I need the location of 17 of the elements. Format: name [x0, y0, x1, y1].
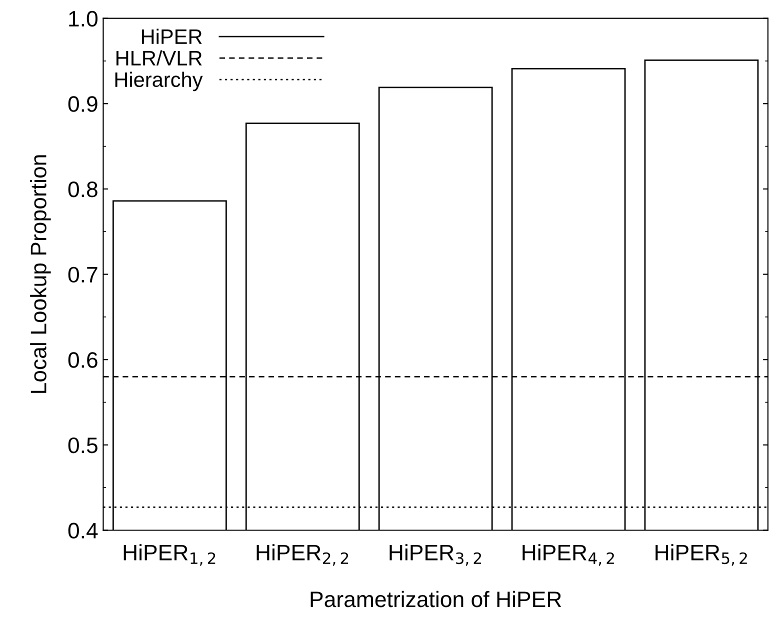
y-tick-label: 0.7: [68, 266, 98, 283]
x-axis-title: Parametrization of HiPER: [310, 590, 562, 608]
y-tick-label: 1.0: [69, 10, 98, 27]
y-tick-label: 0.5: [68, 437, 98, 454]
x-tick-label: HiPER$_{5,2}$: [656, 544, 747, 566]
y-tick-label: 0.9: [68, 96, 98, 112]
legend-label: HiPER: [142, 28, 202, 44]
x-tick-label: HiPER$_{1,2}$: [124, 544, 216, 566]
y-axis-title: Local Lookup Proportion: [30, 155, 51, 393]
legend-label: HLR/VLR: [116, 50, 202, 66]
x-tick-label: HiPER$_{4,2}$: [522, 544, 614, 566]
legend-label: Hierarchy: [115, 72, 203, 92]
y-tick-label: 0.4: [68, 522, 98, 539]
x-tick-label: HiPER$_{2,2}$: [256, 544, 348, 566]
y-tick-label: 0.6: [68, 352, 98, 368]
y-tick-label: 0.8: [68, 182, 98, 198]
x-tick-label: HiPER$_{3,2}$: [390, 544, 482, 566]
